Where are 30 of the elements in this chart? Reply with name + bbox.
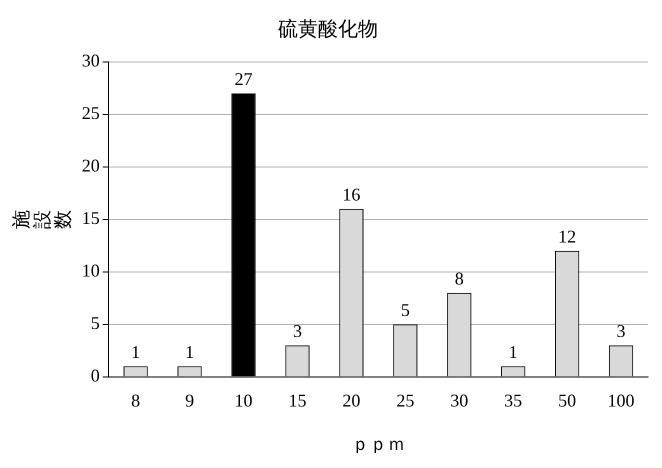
x-tick-label: 25: [396, 390, 414, 410]
x-tick-label: 9: [185, 390, 194, 410]
y-tick-label: 25: [82, 103, 100, 124]
y-tick-label: 15: [82, 208, 100, 228]
data-label: 12: [558, 226, 576, 247]
x-tick-label: 20: [342, 390, 360, 410]
x-tick-label: 8: [131, 390, 140, 410]
x-tick-label: 15: [288, 390, 306, 410]
data-label: 27: [234, 69, 253, 90]
data-label: 1: [185, 342, 194, 362]
x-tick-label: 10: [234, 390, 253, 410]
y-tick-label: 30: [82, 50, 100, 71]
data-label: 1: [508, 342, 518, 362]
y-tick-label: 5: [90, 313, 100, 334]
y-tick-label: 20: [82, 156, 100, 176]
chart-title: 硫黄酸化物: [278, 18, 378, 40]
x-tick-label: 50: [558, 390, 576, 410]
y-tick-label: 10: [82, 260, 100, 281]
y-axis-title: 施設数: [11, 210, 74, 229]
data-label: 5: [400, 300, 410, 320]
x-tick-label: 30: [450, 390, 468, 410]
data-label: 3: [616, 321, 626, 342]
data-label: 3: [292, 321, 302, 342]
y-tick-label: 0: [90, 366, 100, 386]
x-axis-title: ｐｐｍ: [351, 434, 406, 454]
data-label: 16: [342, 184, 360, 205]
x-tick-label: 100: [608, 390, 635, 410]
data-label: 8: [454, 268, 464, 289]
x-tick-label: 35: [504, 390, 522, 410]
data-label: 1: [131, 342, 140, 362]
